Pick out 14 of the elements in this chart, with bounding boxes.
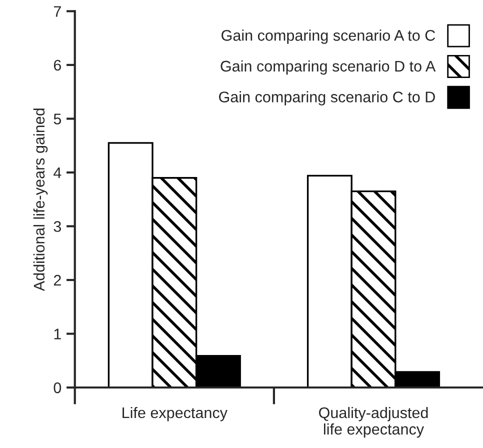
x-tick-label: Quality-adjusted life expectancy xyxy=(319,406,428,438)
y-tick-label: 2 xyxy=(54,274,61,286)
y-tick-label: 3 xyxy=(54,221,61,232)
y-tick-label: 1 xyxy=(54,328,61,340)
y-tick-label: 0 xyxy=(54,382,62,394)
y-tick-label: 7 xyxy=(54,6,61,17)
legend-label: Gain comparing scenario C to D xyxy=(219,91,435,106)
x-tick-label: Life expectancy xyxy=(122,406,228,422)
legend-label: Gain comparing scenario A to C xyxy=(222,30,436,44)
y-axis-title: Additional life-years gained xyxy=(33,108,48,292)
y-tick-label: 4 xyxy=(54,168,62,178)
y-tick-label: 6 xyxy=(54,60,61,71)
legend-label: Gain comparing scenario D to A xyxy=(220,60,436,75)
y-tick-label: 5 xyxy=(54,114,62,124)
